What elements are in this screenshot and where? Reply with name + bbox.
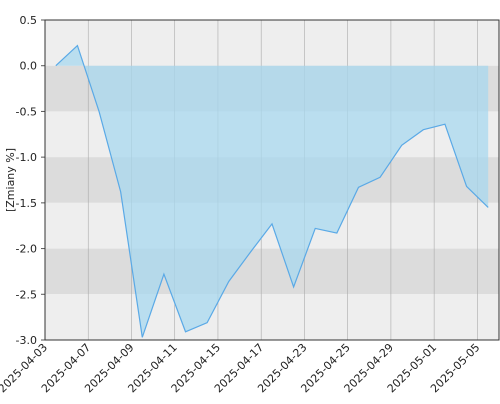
y-tick-label: -2.0 — [16, 243, 37, 256]
grid-band — [45, 20, 499, 66]
y-tick-label: -1.0 — [16, 151, 37, 164]
y-tick-label: -3.0 — [16, 334, 37, 347]
y-tick-label: 0.0 — [20, 60, 38, 73]
y-axis-label: [Zmiany %] — [4, 148, 17, 212]
area — [55, 45, 489, 338]
y-tick-label: -1.5 — [16, 197, 37, 210]
y-tick-label: -2.5 — [16, 288, 37, 301]
y-tick-label: 0.5 — [20, 14, 38, 27]
grid-band — [45, 294, 499, 340]
y-tick-label: -0.5 — [16, 105, 37, 118]
plot-frame — [44, 19, 500, 341]
grid-band — [45, 248, 499, 295]
line — [55, 44, 489, 338]
